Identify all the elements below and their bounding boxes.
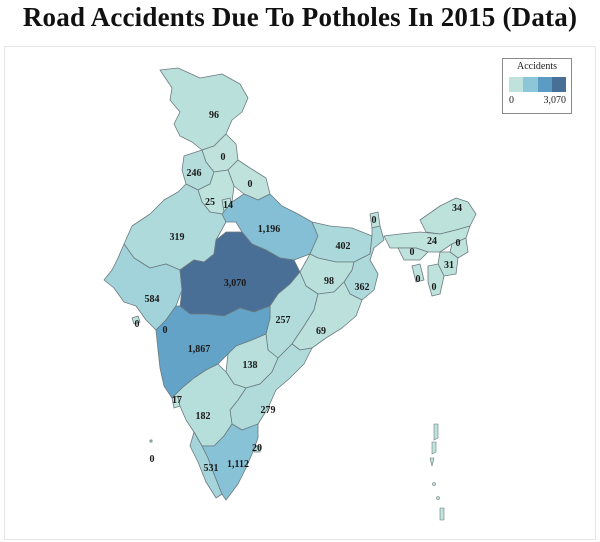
region-nagaland[interactable] bbox=[449, 237, 469, 259]
region-daman-diu[interactable] bbox=[131, 315, 141, 325]
region-label-jammu-kashmir: 96 bbox=[209, 110, 219, 121]
region-odisha[interactable] bbox=[291, 281, 363, 351]
region-label-assam: 24 bbox=[427, 236, 437, 247]
region-label-madhya-pradesh: 3,070 bbox=[224, 278, 247, 289]
legend-swatch-2 bbox=[523, 77, 538, 92]
region-puducherry[interactable] bbox=[253, 445, 261, 453]
legend: Accidents 0 3,070 bbox=[502, 58, 572, 114]
region-label-goa: 17 bbox=[172, 395, 182, 406]
region-label-tamil-nadu: 1,112 bbox=[227, 459, 249, 470]
region-label-bihar: 402 bbox=[336, 241, 351, 252]
region-label-kerala: 531 bbox=[204, 463, 219, 474]
region-label-mizoram: 0 bbox=[432, 282, 437, 293]
region-label-nagaland: 0 bbox=[456, 238, 461, 249]
region-label-meghalaya: 0 bbox=[410, 247, 415, 258]
region-uttar-pradesh[interactable] bbox=[221, 193, 319, 261]
region-label-west-bengal: 362 bbox=[355, 282, 370, 293]
map-frame bbox=[4, 46, 596, 540]
legend-color-scale bbox=[509, 77, 566, 92]
region-label-delhi: 14 bbox=[223, 200, 233, 211]
region-label-arunachal-pradesh: 34 bbox=[452, 203, 462, 214]
region-mizoram[interactable] bbox=[427, 263, 445, 297]
legend-title: Accidents bbox=[517, 61, 557, 72]
region-label-odisha: 69 bbox=[316, 326, 326, 337]
region-label-jharkhand: 98 bbox=[324, 276, 334, 287]
map-title: Road Accidents Due To Potholes In 2015 (… bbox=[22, 2, 578, 32]
region-lakshadweep[interactable] bbox=[149, 439, 153, 443]
region-label-dadra-nagar-haveli: 0 bbox=[163, 325, 168, 336]
legend-swatch-4 bbox=[551, 77, 566, 92]
region-meghalaya[interactable] bbox=[397, 247, 429, 261]
region-tripura[interactable] bbox=[411, 263, 425, 283]
region-label-manipur: 31 bbox=[444, 260, 454, 271]
region-label-himachal-pradesh: 0 bbox=[221, 152, 226, 163]
region-label-uttar-pradesh: 1,196 bbox=[258, 224, 281, 235]
legend-max-label: 3,070 bbox=[543, 95, 567, 106]
region-karnataka[interactable] bbox=[171, 363, 247, 447]
region-tamil-nadu[interactable] bbox=[201, 423, 259, 501]
legend-swatch-1 bbox=[509, 77, 524, 92]
region-label-uttarakhand: 0 bbox=[248, 179, 253, 190]
andaman-nicobar-islands bbox=[429, 423, 445, 521]
region-jammu-kashmir[interactable] bbox=[159, 67, 249, 151]
region-label-sikkim: 0 bbox=[372, 215, 377, 226]
region-label-tripura: 0 bbox=[416, 274, 421, 285]
legend-swatch-3 bbox=[537, 77, 552, 92]
region-label-telangana: 138 bbox=[243, 360, 258, 371]
region-label-karnataka: 182 bbox=[196, 411, 211, 422]
legend-min-label: 0 bbox=[509, 95, 514, 106]
region-label-daman-diu: 0 bbox=[135, 319, 140, 330]
region-label-maharashtra: 1,867 bbox=[188, 344, 211, 355]
region-label-lakshadweep: 0 bbox=[150, 454, 155, 465]
region-label-gujarat: 584 bbox=[145, 294, 160, 305]
region-label-haryana: 25 bbox=[205, 197, 215, 208]
region-label-chhattisgarh: 257 bbox=[276, 315, 291, 326]
region-label-punjab: 246 bbox=[187, 168, 202, 179]
region-label-rajasthan: 319 bbox=[170, 232, 185, 243]
region-label-andhra-pradesh: 279 bbox=[261, 405, 276, 416]
region-label-puducherry: 20 bbox=[252, 443, 262, 454]
